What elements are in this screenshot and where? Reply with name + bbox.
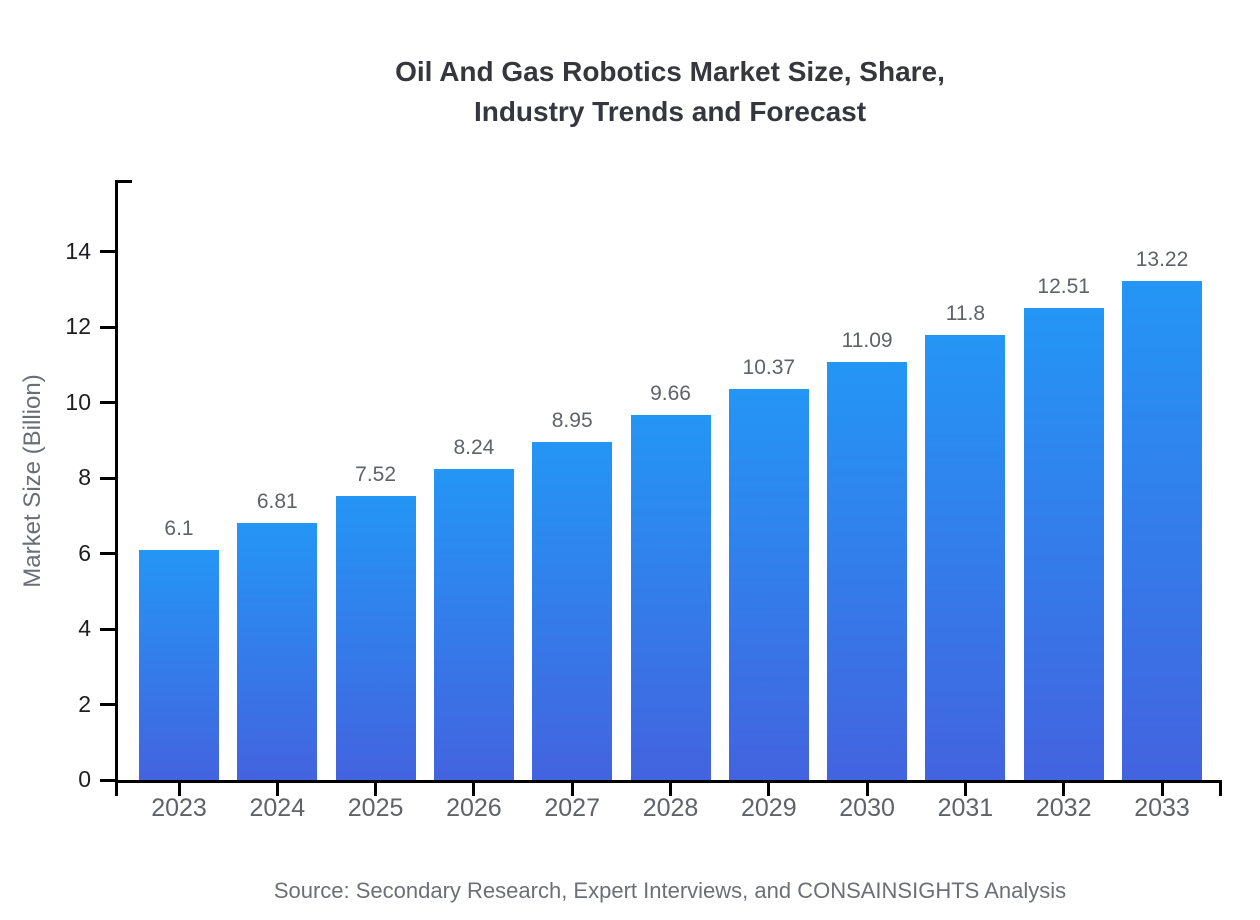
bar-value-label: 11.8	[945, 301, 986, 325]
x-axis-tick	[865, 780, 869, 796]
bar-2025	[335, 496, 416, 780]
x-axis-tick	[669, 780, 672, 796]
x-axis-tick	[472, 780, 476, 796]
y-axis-tick	[100, 703, 115, 707]
x-axis-end-tick	[1219, 780, 1222, 796]
bar-value-label: 6.1	[164, 516, 194, 540]
bar-2033	[1122, 281, 1202, 780]
bar-2028	[630, 415, 711, 780]
source-note: Source: Secondary Research, Expert Inter…	[273, 878, 1067, 903]
bar-value-label: 8.24	[453, 436, 495, 460]
bar-2030	[827, 361, 908, 780]
bar-2032	[1023, 307, 1104, 780]
bar-2031	[925, 334, 1006, 780]
x-category-label: 2032	[1035, 794, 1092, 822]
bar-2029	[728, 388, 809, 780]
plot-area: 0 2 4 6 8 10 12 14 6.1 2023 6.81 2024 7.52 2025 8.24 20…	[65, 180, 1222, 822]
x-axis-tick	[177, 780, 181, 796]
y-axis-tick	[100, 401, 115, 405]
y-tick-label: 10	[65, 388, 91, 415]
x-category-label: 2028	[642, 794, 699, 822]
bar-value-label: 9.66	[650, 382, 691, 406]
bar-value-label: 10.37	[742, 355, 796, 379]
bar-2026	[433, 469, 514, 780]
chart-title: Oil And Gas Robotics Market Size, Share,…	[118, 52, 1222, 132]
bar-value-label: 8.95	[551, 409, 593, 433]
y-axis-tick	[100, 627, 115, 631]
x-category-label: 2027	[544, 794, 600, 822]
chart-title-line-1: Oil And Gas Robotics Market Size, Share,	[395, 56, 945, 87]
x-axis-tick	[570, 780, 574, 796]
bar-value-label: 13.22	[1135, 248, 1189, 272]
x-category-label: 2023	[151, 794, 207, 822]
x-category-label: 2030	[839, 794, 895, 822]
x-axis-tick	[374, 780, 378, 796]
y-axis-tick	[100, 250, 115, 254]
x-axis-line	[115, 780, 1222, 783]
y-axis-tick	[100, 476, 115, 480]
y-tick-label: 2	[78, 690, 91, 717]
y-tick-label: 6	[78, 539, 91, 566]
bar-value-label: 6.81	[256, 490, 298, 514]
y-axis-tick	[100, 552, 115, 556]
y-axis-line	[115, 180, 118, 796]
x-axis-tick	[1062, 780, 1066, 796]
y-tick-label: 14	[65, 237, 91, 264]
x-category-label: 2031	[937, 794, 994, 822]
x-category-label: 2026	[446, 794, 502, 822]
x-axis-tick	[275, 780, 279, 796]
bar-value-label: 11.09	[841, 328, 893, 352]
x-axis-tick	[963, 780, 967, 796]
y-axis-tick	[100, 325, 115, 329]
x-axis-tick	[767, 780, 771, 796]
x-category-label: 2025	[347, 794, 404, 822]
x-category-label: 2033	[1134, 794, 1190, 822]
x-category-label: 2024	[249, 794, 306, 822]
bar-value-label: 12.51	[1037, 274, 1090, 298]
y-axis-top-cap	[115, 180, 132, 183]
y-tick-label: 12	[65, 313, 91, 340]
y-tick-label: 4	[78, 615, 91, 642]
bar-2024	[237, 523, 318, 780]
y-axis-tick	[100, 778, 115, 782]
x-category-label: 2029	[740, 794, 797, 822]
bar-2027	[532, 442, 613, 780]
bar-value-label: 7.52	[355, 463, 397, 487]
y-tick-label: 8	[78, 464, 91, 491]
x-axis-tick	[1160, 780, 1164, 796]
bar-2023	[139, 549, 219, 780]
y-tick-label: 0	[78, 766, 91, 792]
chart-title-line-2: Industry Trends and Forecast	[473, 96, 867, 127]
